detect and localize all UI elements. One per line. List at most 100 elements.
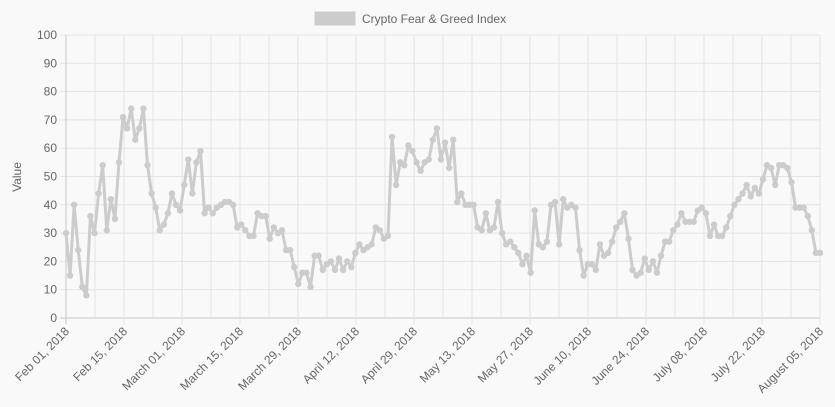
data-point[interactable] — [454, 198, 461, 206]
data-point[interactable] — [189, 190, 196, 197]
data-point[interactable] — [95, 190, 102, 197]
data-point[interactable] — [335, 255, 343, 262]
data-point[interactable] — [629, 266, 636, 274]
data-point[interactable] — [613, 224, 620, 231]
data-point[interactable] — [767, 164, 775, 172]
data-point[interactable] — [405, 142, 412, 149]
data-point[interactable] — [180, 181, 188, 189]
data-point[interactable] — [437, 156, 445, 163]
data-point[interactable] — [388, 133, 396, 141]
data-point[interactable] — [115, 159, 123, 166]
data-point[interactable] — [99, 161, 106, 169]
data-point[interactable] — [759, 176, 767, 183]
data-point[interactable] — [339, 266, 347, 274]
data-point[interactable] — [555, 241, 563, 248]
data-point[interactable] — [490, 224, 498, 231]
data-point[interactable] — [739, 190, 746, 197]
data-point[interactable] — [576, 246, 583, 254]
data-point[interactable] — [401, 161, 408, 169]
data-point[interactable] — [315, 252, 322, 259]
data-point[interactable] — [172, 201, 180, 208]
data-point[interactable] — [128, 105, 135, 112]
data-point[interactable] — [784, 164, 791, 172]
data-point[interactable] — [425, 156, 432, 163]
data-point[interactable] — [551, 198, 559, 206]
data-point[interactable] — [409, 147, 416, 155]
data-point[interactable] — [617, 218, 624, 225]
data-point[interactable] — [657, 252, 665, 259]
data-point[interactable] — [637, 269, 644, 276]
data-point[interactable] — [596, 241, 604, 248]
data-point[interactable] — [771, 181, 779, 189]
data-point[interactable] — [531, 207, 538, 214]
data-point[interactable] — [706, 232, 714, 240]
data-point[interactable] — [429, 136, 437, 143]
data-point[interactable] — [107, 195, 115, 203]
data-point[interactable] — [498, 229, 506, 237]
data-point[interactable] — [91, 229, 98, 237]
data-point[interactable] — [119, 113, 127, 121]
data-point[interactable] — [197, 147, 204, 155]
data-point[interactable] — [278, 227, 286, 234]
data-point[interactable] — [653, 269, 661, 276]
data-point[interactable] — [718, 232, 726, 240]
data-point[interactable] — [572, 204, 579, 211]
data-point[interactable] — [413, 159, 420, 166]
data-point[interactable] — [348, 263, 355, 271]
data-point[interactable] — [132, 136, 139, 143]
data-point[interactable] — [384, 232, 392, 240]
data-point[interactable] — [270, 224, 278, 231]
data-point[interactable] — [445, 164, 453, 172]
data-point[interactable] — [441, 139, 449, 146]
data-point[interactable] — [229, 201, 237, 208]
legend[interactable]: Crypto Fear & Greed Index — [314, 11, 506, 26]
data-point[interactable] — [621, 210, 628, 217]
data-point[interactable] — [123, 125, 131, 132]
data-point[interactable] — [604, 249, 612, 257]
data-point[interactable] — [331, 266, 339, 274]
data-point[interactable] — [482, 210, 489, 217]
data-point[interactable] — [735, 195, 742, 203]
data-point[interactable] — [690, 218, 697, 225]
data-point[interactable] — [70, 201, 78, 208]
data-point[interactable] — [193, 159, 200, 166]
data-point[interactable] — [625, 235, 632, 242]
data-point[interactable] — [519, 261, 526, 268]
data-point[interactable] — [319, 266, 326, 274]
data-point[interactable] — [449, 136, 457, 143]
data-point[interactable] — [751, 184, 758, 192]
data-point[interactable] — [185, 156, 192, 163]
data-point[interactable] — [327, 258, 335, 265]
data-point[interactable] — [87, 212, 94, 220]
data-point[interactable] — [702, 210, 710, 217]
data-point[interactable] — [295, 280, 302, 288]
data-point[interactable] — [674, 221, 681, 228]
data-point[interactable] — [788, 178, 795, 186]
data-point[interactable] — [368, 241, 375, 248]
data-point[interactable] — [148, 190, 155, 197]
data-point[interactable] — [144, 161, 151, 169]
data-point[interactable] — [303, 269, 310, 276]
data-point[interactable] — [543, 238, 551, 245]
data-point[interactable] — [164, 210, 172, 217]
data-point[interactable] — [376, 227, 384, 234]
data-point[interactable] — [588, 261, 595, 268]
data-point[interactable] — [478, 227, 485, 234]
data-point[interactable] — [83, 292, 90, 299]
data-point[interactable] — [250, 232, 257, 240]
data-point[interactable] — [666, 238, 673, 245]
data-point[interactable] — [527, 269, 534, 276]
data-point[interactable] — [515, 249, 522, 257]
data-point[interactable] — [723, 224, 730, 231]
data-point[interactable] — [262, 212, 269, 220]
data-point[interactable] — [458, 190, 465, 197]
data-point[interactable] — [392, 181, 400, 189]
data-point[interactable] — [808, 227, 816, 234]
data-point[interactable] — [136, 125, 143, 132]
data-point[interactable] — [160, 221, 168, 228]
data-point[interactable] — [731, 201, 738, 208]
data-point[interactable] — [417, 167, 424, 175]
data-point[interactable] — [804, 212, 811, 220]
data-point[interactable] — [356, 241, 363, 248]
data-point[interactable] — [266, 235, 273, 242]
